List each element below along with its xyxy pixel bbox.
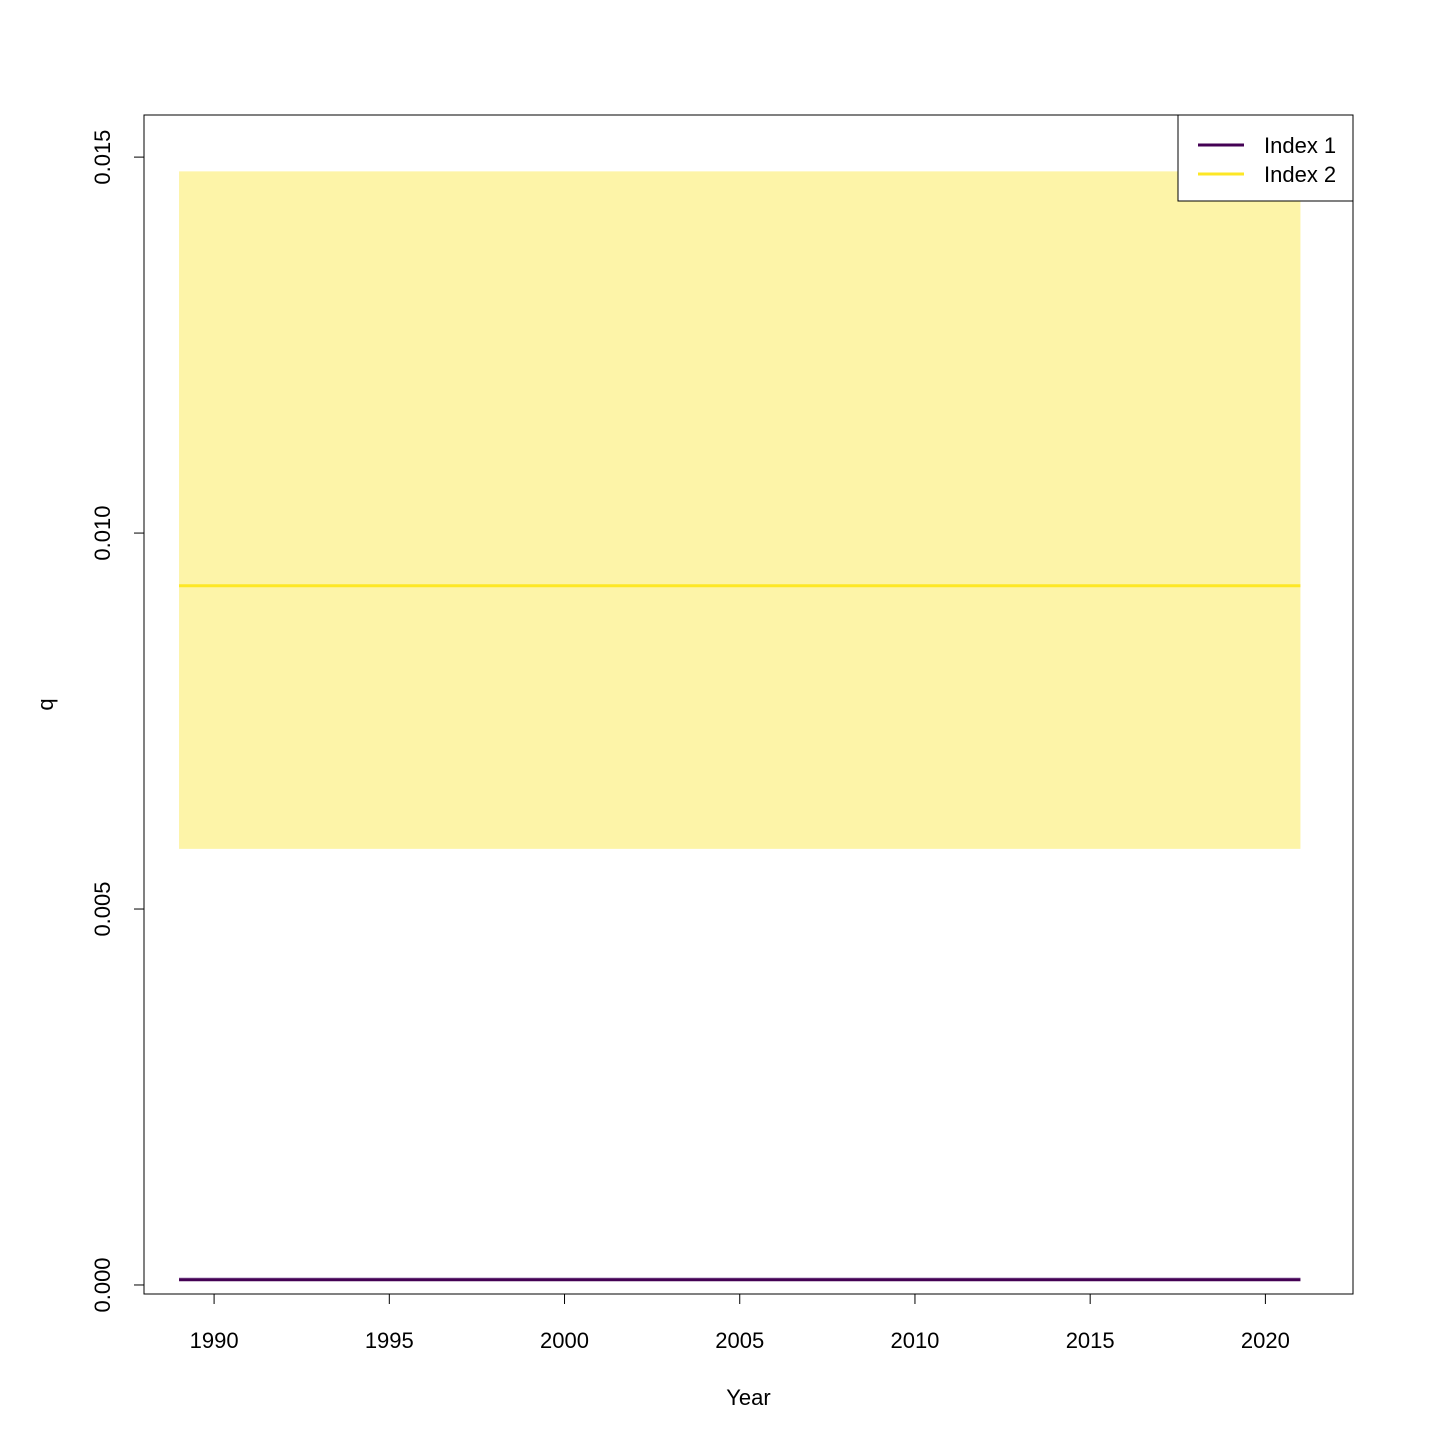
x-tick-label: 2020 xyxy=(1241,1328,1290,1353)
legend: Index 1 Index 2 xyxy=(1177,114,1354,202)
y-tick-label: 0.000 xyxy=(90,1257,115,1312)
x-tick-label: 2015 xyxy=(1066,1328,1115,1353)
x-axis: 1990 1995 2000 2005 2010 2015 2020 xyxy=(190,1293,1290,1353)
x-tick-label: 2010 xyxy=(890,1328,939,1353)
x-tick-label: 2005 xyxy=(715,1328,764,1353)
legend-box xyxy=(1177,114,1354,202)
x-tick-label: 1995 xyxy=(365,1328,414,1353)
y-tick-label: 0.010 xyxy=(90,506,115,561)
series-lines xyxy=(179,584,1301,1282)
x-tick-label: 1990 xyxy=(190,1328,239,1353)
band-2 xyxy=(179,171,1301,849)
y-axis: 0.000 0.005 0.010 0.015 xyxy=(90,130,145,1313)
legend-label-2: Index 2 xyxy=(1264,162,1336,187)
x-tick-label: 2000 xyxy=(540,1328,589,1353)
legend-label-1: Index 1 xyxy=(1264,133,1336,158)
y-tick-label: 0.015 xyxy=(90,130,115,185)
x-axis-title: Year xyxy=(726,1385,770,1410)
y-tick-label: 0.005 xyxy=(90,881,115,936)
y-axis-title: q xyxy=(33,698,58,710)
confidence-bands xyxy=(179,171,1301,1281)
